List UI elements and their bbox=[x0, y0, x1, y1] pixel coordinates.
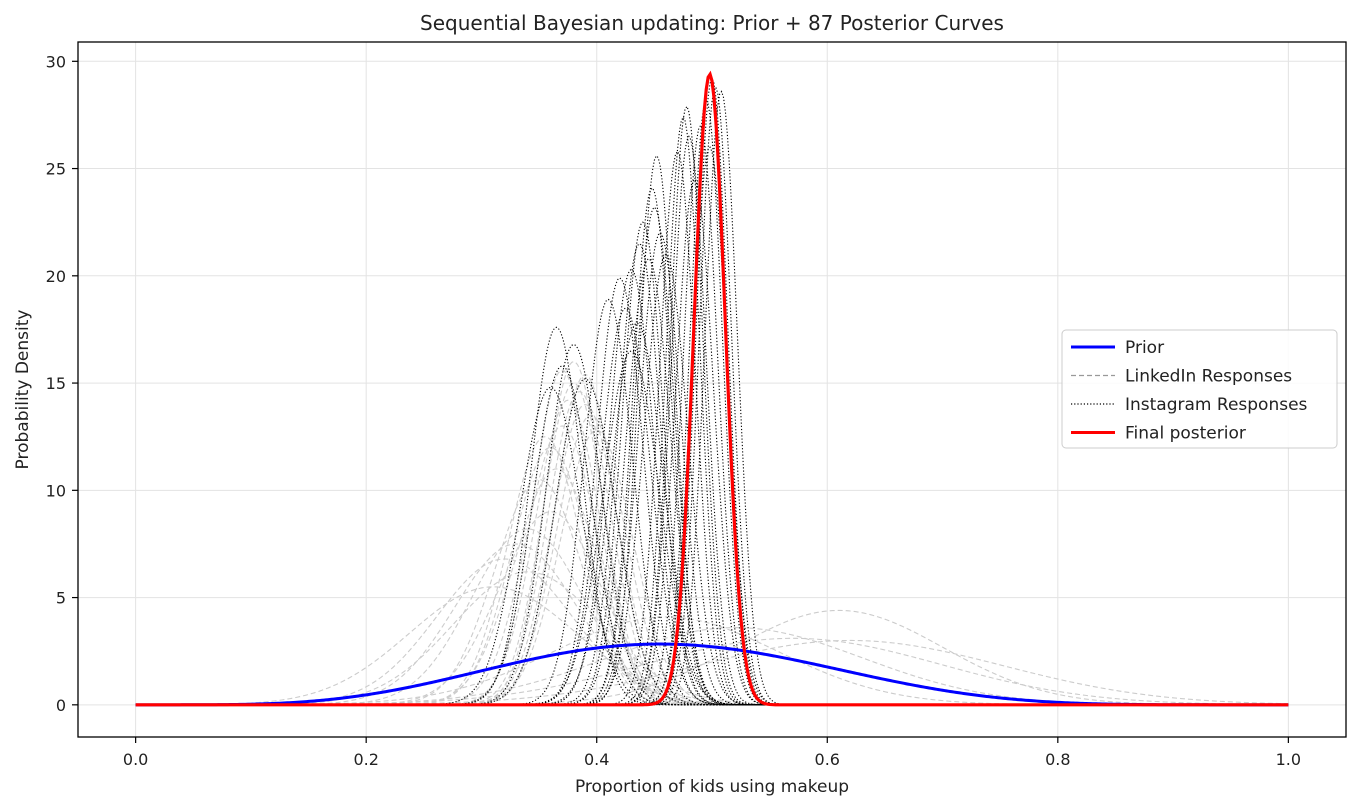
linkedin-curve bbox=[135, 468, 1289, 706]
y-tick-label: 5 bbox=[56, 589, 66, 608]
instagram-curve bbox=[135, 257, 1289, 706]
x-tick-label: 0.4 bbox=[584, 750, 609, 769]
y-tick-label: 30 bbox=[46, 52, 66, 71]
x-tick-label: 0.0 bbox=[123, 750, 148, 769]
instagram-curve bbox=[135, 221, 1289, 706]
instagram-curve bbox=[135, 232, 1289, 706]
linkedin-curve bbox=[135, 637, 1289, 706]
linkedin-curve bbox=[135, 639, 1289, 706]
legend-label: Prior bbox=[1125, 338, 1164, 358]
ticks: 0.0 0.2 0.4 0.6 0.8 1.0 0 5 10 15 20 25 30 bbox=[46, 52, 1301, 769]
x-tick-label: 0.2 bbox=[353, 750, 378, 769]
instagram-curve bbox=[135, 253, 1289, 706]
final-posterior-series bbox=[135, 70, 1289, 707]
plot-frame bbox=[77, 41, 1347, 738]
linkedin-curve bbox=[135, 511, 1289, 706]
y-tick-label: 10 bbox=[46, 481, 66, 500]
y-tick-label: 15 bbox=[46, 374, 66, 393]
linkedin-curve bbox=[135, 528, 1289, 706]
legend-label: Final posterior bbox=[1125, 424, 1246, 444]
x-tick-label: 1.0 bbox=[1276, 750, 1301, 769]
linkedin-curve bbox=[135, 616, 1289, 706]
y-tick-label: 0 bbox=[56, 696, 66, 715]
y-tick-label: 25 bbox=[46, 160, 66, 179]
y-axis-label: Probability Density bbox=[13, 310, 33, 470]
instagram-curve bbox=[135, 206, 1289, 706]
x-axis-label: Proportion of kids using makeup bbox=[575, 777, 849, 797]
chart-title: Sequential Bayesian updating: Prior + 87… bbox=[420, 11, 1004, 35]
linkedin-curve bbox=[135, 627, 1289, 706]
linkedin-curve bbox=[135, 403, 1289, 706]
linkedin-curve bbox=[135, 414, 1289, 706]
legend: Prior LinkedIn Responses Instagram Respons… bbox=[1061, 329, 1338, 449]
x-tick-label: 0.6 bbox=[815, 750, 840, 769]
legend-box bbox=[1061, 329, 1338, 449]
linkedin-curve bbox=[135, 571, 1289, 706]
legend-label: Instagram Responses bbox=[1125, 395, 1308, 415]
linkedin-curve bbox=[135, 558, 1289, 706]
legend-label: LinkedIn Responses bbox=[1125, 367, 1292, 387]
linkedin-curve bbox=[135, 446, 1289, 706]
final-posterior-curve bbox=[135, 70, 1289, 707]
y-tick-label: 20 bbox=[46, 267, 66, 286]
linkedin-curve bbox=[135, 479, 1289, 706]
x-tick-label: 0.8 bbox=[1045, 750, 1070, 769]
